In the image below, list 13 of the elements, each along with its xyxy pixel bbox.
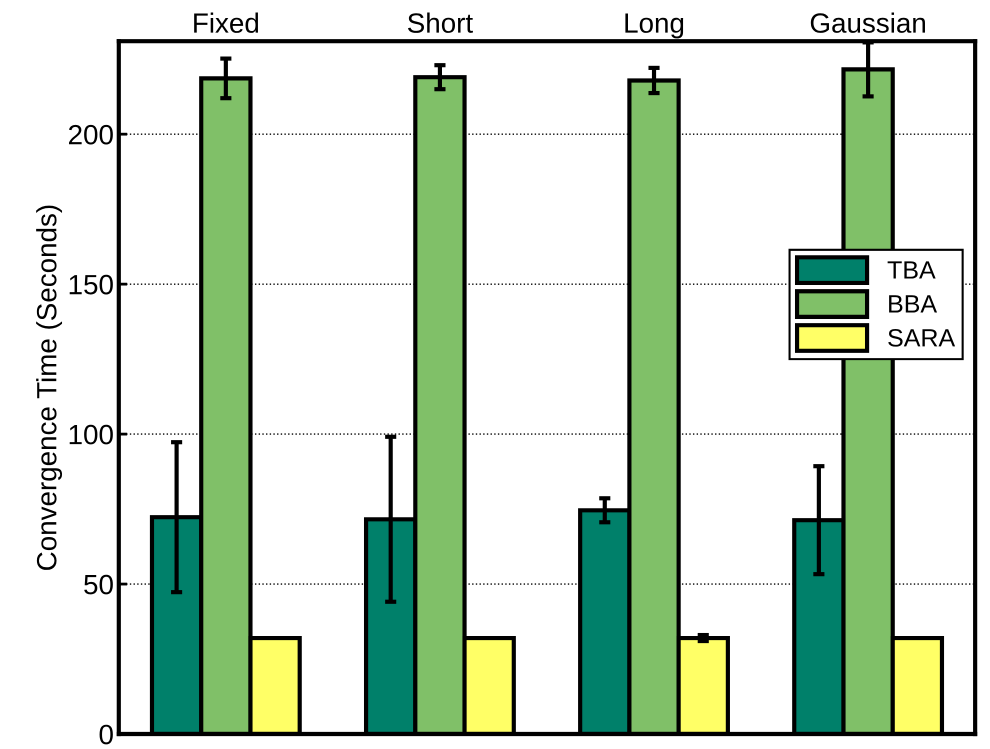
y-tick-label: 100 xyxy=(70,424,113,444)
x-tick-label: Long xyxy=(625,14,684,38)
legend-label: TBA xyxy=(888,261,936,279)
y-tick-label: 200 xyxy=(68,124,113,145)
y-tick-label: 0 xyxy=(100,724,113,744)
legend-label: BBA xyxy=(889,295,938,312)
y-axis-title: Convergence Time (Seconds) xyxy=(36,206,62,570)
x-tick-label: Short xyxy=(408,12,473,33)
legend-label: SARA xyxy=(888,328,956,347)
y-tick-label: 150 xyxy=(70,274,113,294)
x-tick-label: Fixed xyxy=(194,12,258,33)
x-tick-label: Gaussian xyxy=(810,12,925,33)
y-tick-label: 50 xyxy=(84,574,113,594)
